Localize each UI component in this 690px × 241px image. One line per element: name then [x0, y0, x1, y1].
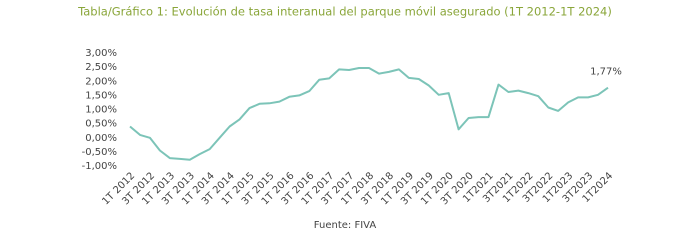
y-tick-label: 1,00%: [85, 105, 117, 116]
y-tick-label: 3,00%: [85, 48, 117, 59]
value-label: 1,77%: [590, 67, 622, 78]
y-tick-label: 2,00%: [85, 76, 117, 87]
y-tick-label: -0,50%: [82, 147, 117, 158]
chart-title: Tabla/Gráfico 1: Evolución de tasa inter…: [77, 5, 612, 19]
line: [129, 67, 609, 161]
source: Fuente: FIVA: [314, 220, 377, 231]
y-tick-label: 1,50%: [85, 90, 117, 101]
y-tick-label: 2,50%: [85, 62, 117, 73]
y-tick-label: -1,00%: [82, 161, 117, 172]
y-tick-label: 0,50%: [85, 119, 117, 130]
y-tick-label: 0,00%: [85, 133, 117, 144]
